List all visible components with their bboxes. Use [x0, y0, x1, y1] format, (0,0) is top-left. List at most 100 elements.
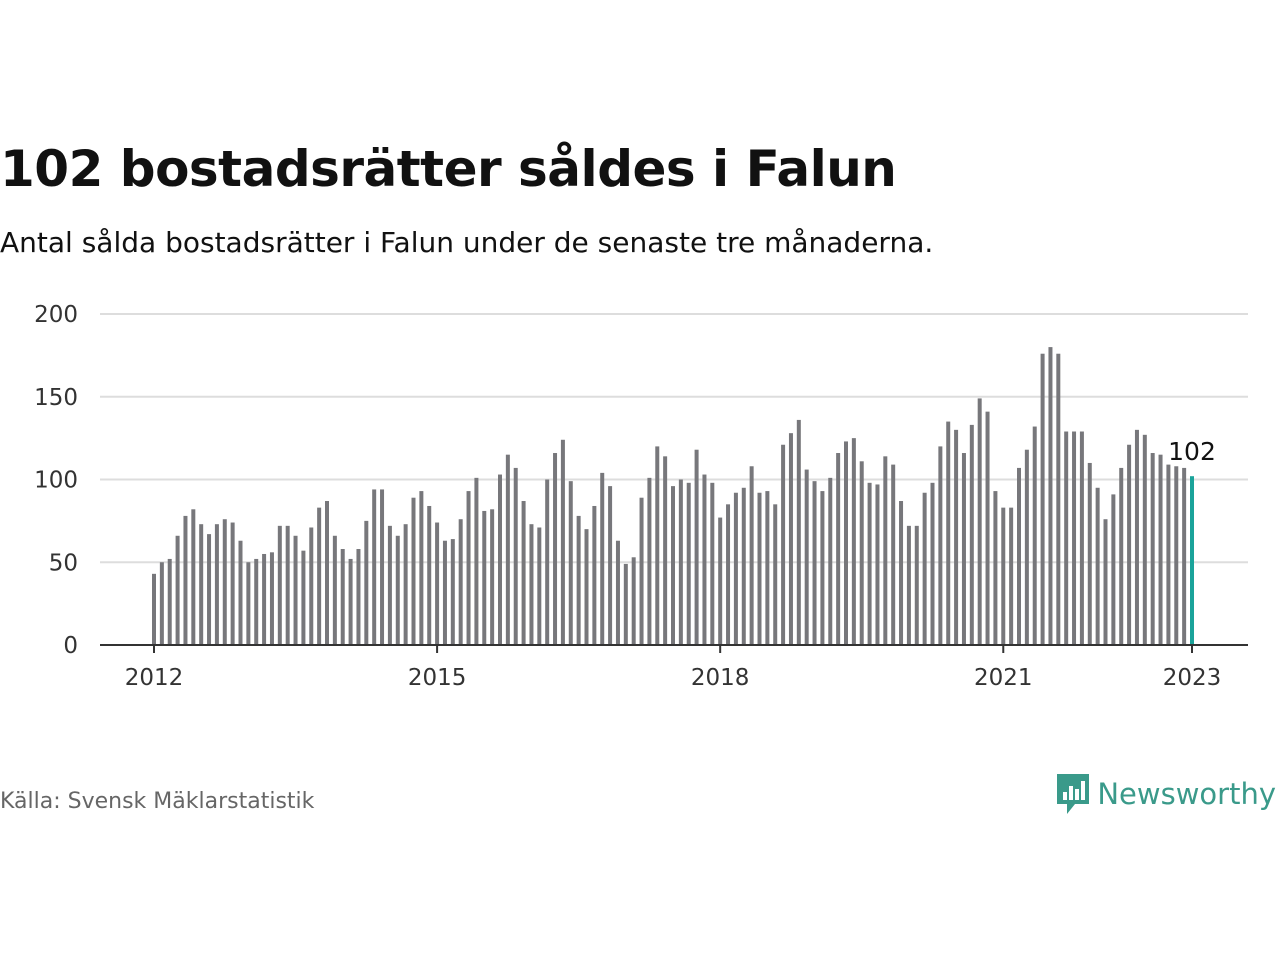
- chart-subtitle: Antal sålda bostadsrätter i Falun under …: [0, 226, 934, 259]
- bar: [277, 525, 282, 645]
- bar: [293, 535, 298, 645]
- bar: [427, 505, 432, 645]
- bar: [340, 549, 345, 645]
- bar: [828, 477, 833, 645]
- bar: [859, 461, 864, 645]
- bar: [466, 491, 471, 645]
- bar: [317, 507, 322, 645]
- source-note: Källa: Svensk Mäklarstatistik: [0, 789, 315, 814]
- bar: [403, 524, 408, 645]
- bar: [560, 439, 565, 645]
- bar: [435, 522, 440, 645]
- bar: [1040, 353, 1045, 645]
- bar: [285, 525, 290, 645]
- bar: [592, 505, 597, 645]
- bar: [718, 517, 723, 645]
- bar: [529, 524, 534, 645]
- bar: [1087, 462, 1092, 645]
- bar: [1158, 454, 1163, 645]
- bar: [254, 558, 259, 645]
- bar: [969, 424, 974, 645]
- bar: [183, 515, 188, 645]
- bar: [899, 501, 904, 645]
- bar: [505, 454, 510, 645]
- bar: [1166, 464, 1171, 645]
- bar: [482, 510, 487, 645]
- bar: [1103, 519, 1108, 645]
- bars: [152, 347, 1194, 645]
- bar: [1001, 507, 1006, 645]
- newsworthy-logo-icon: [1057, 774, 1090, 814]
- bar: [726, 504, 731, 645]
- bar: [922, 492, 927, 645]
- bar: [419, 491, 424, 645]
- bar: [325, 501, 329, 645]
- y-tick-label: 50: [49, 550, 78, 576]
- bar: [246, 562, 251, 645]
- bar: [812, 481, 817, 645]
- bar: [977, 398, 982, 645]
- bar: [647, 477, 652, 645]
- bar: [631, 557, 636, 645]
- bar: [1024, 449, 1029, 645]
- x-tick-label: 2023: [1163, 665, 1222, 691]
- bar: [450, 539, 455, 645]
- x-tick-label: 2012: [125, 665, 184, 691]
- bar: [1182, 467, 1187, 645]
- bar: [411, 497, 416, 645]
- bar: [773, 504, 778, 645]
- bar: [545, 479, 550, 645]
- bar: [230, 522, 235, 645]
- bar: [1056, 353, 1061, 645]
- bar: [781, 444, 786, 645]
- bar: [364, 520, 369, 645]
- bar: [906, 525, 911, 645]
- bar: [458, 519, 463, 645]
- bar: [498, 474, 502, 645]
- bar: [686, 482, 691, 645]
- bar: [844, 441, 848, 645]
- bar: [639, 497, 644, 645]
- bar: [938, 446, 943, 645]
- bar: [600, 472, 605, 645]
- bar: [191, 509, 196, 645]
- y-tick-label: 100: [34, 468, 78, 494]
- bar: [1134, 429, 1139, 645]
- bar: [269, 552, 274, 645]
- bar: [222, 519, 227, 645]
- bar: [332, 535, 337, 645]
- bar: [1079, 431, 1084, 645]
- bar: [1009, 507, 1014, 645]
- bar: [442, 540, 447, 645]
- bar: [238, 540, 243, 645]
- bar: [954, 429, 959, 645]
- bar: [1017, 467, 1021, 645]
- bar: [167, 558, 172, 645]
- bar: [788, 433, 793, 645]
- bar: [1111, 494, 1116, 645]
- bar: [214, 524, 219, 645]
- bar: [490, 509, 495, 645]
- bar: [985, 411, 990, 645]
- bar-chart: 0 50 100 150 200 2012 2015 2018 2021 2023 102: [34, 302, 1248, 691]
- x-axis-ticks: 2012 2015 2018 2021 2023: [125, 645, 1222, 691]
- bar: [733, 492, 738, 645]
- highlight-value-label: 102: [1168, 437, 1216, 466]
- bar: [1095, 487, 1100, 645]
- bar: [1142, 434, 1147, 645]
- bar: [615, 540, 620, 645]
- bar: [199, 524, 204, 645]
- bar: [946, 421, 951, 645]
- bar: [608, 486, 613, 645]
- bar: [757, 492, 762, 645]
- bar: [796, 419, 801, 645]
- bar: [804, 469, 809, 645]
- bar: [749, 466, 754, 645]
- bar: [914, 525, 919, 645]
- bar: [694, 449, 699, 645]
- bar: [820, 491, 825, 645]
- bar: [1048, 347, 1053, 645]
- bar: [1174, 466, 1179, 645]
- bar: [702, 474, 707, 645]
- bar: [678, 479, 683, 645]
